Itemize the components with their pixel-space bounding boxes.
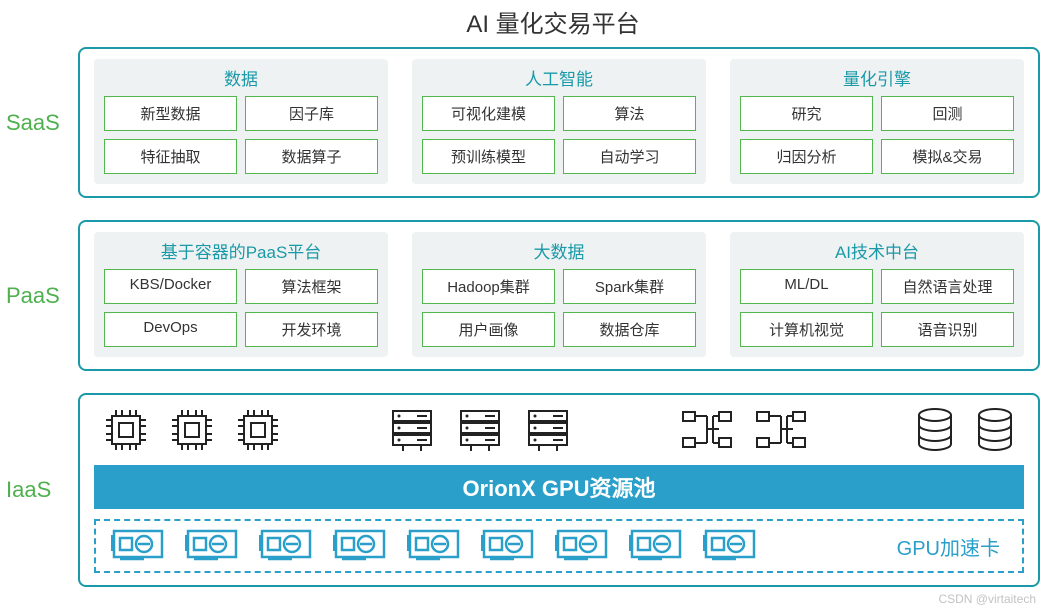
cell: 用户画像 — [422, 312, 555, 347]
gpu-cards — [110, 529, 875, 563]
network-icon — [679, 406, 735, 454]
database-icon — [914, 406, 956, 454]
cpu-icon — [168, 406, 216, 454]
cell: 回测 — [881, 96, 1014, 131]
group-bigdata: 大数据 Hadoop集群 Spark集群 用户画像 数据仓库 — [412, 232, 706, 357]
gpu-card-icon — [184, 529, 240, 563]
server-icon — [523, 405, 573, 455]
layer-saas: SaaS 数据 新型数据 因子库 特征抽取 数据算子 人工智能 可视化建模 算法… — [6, 47, 1040, 198]
cell: Spark集群 — [563, 269, 696, 304]
cell: 语音识别 — [881, 312, 1014, 347]
watermark: CSDN @virtaitech — [938, 592, 1036, 606]
gpu-card-row: GPU加速卡 — [94, 519, 1024, 573]
cell: 模拟&交易 — [881, 139, 1014, 174]
server-icon — [387, 405, 437, 455]
cell: 可视化建模 — [422, 96, 555, 131]
server-icon — [455, 405, 505, 455]
cell: 开发环境 — [245, 312, 378, 347]
server-cluster — [387, 405, 573, 455]
cpu-icon — [234, 406, 282, 454]
cell: 算法 — [563, 96, 696, 131]
layer-box-iaas: OrionX GPU资源池 — [78, 393, 1040, 587]
cell: 计算机视觉 — [740, 312, 873, 347]
group-title: 基于容器的PaaS平台 — [104, 238, 378, 263]
cpu-icon — [102, 406, 150, 454]
group-data: 数据 新型数据 因子库 特征抽取 数据算子 — [94, 59, 388, 184]
cpu-cluster — [102, 406, 282, 454]
cell: 自然语言处理 — [881, 269, 1014, 304]
cell: 数据仓库 — [563, 312, 696, 347]
network-cluster — [679, 406, 809, 454]
gpu-card-icon — [110, 529, 166, 563]
gpu-card-icon — [258, 529, 314, 563]
database-cluster — [914, 406, 1016, 454]
cell: 数据算子 — [245, 139, 378, 174]
cell: 预训练模型 — [422, 139, 555, 174]
cell: ML/DL — [740, 269, 873, 304]
gpu-card-icon — [628, 529, 684, 563]
gpu-card-icon — [332, 529, 388, 563]
cell: 自动学习 — [563, 139, 696, 174]
cell: 特征抽取 — [104, 139, 237, 174]
group-title: 人工智能 — [422, 65, 696, 90]
gpu-label: GPU加速卡 — [889, 532, 1008, 561]
cell: 研究 — [740, 96, 873, 131]
network-icon — [753, 406, 809, 454]
layer-label-iaas: IaaS — [6, 477, 78, 503]
group-ai: 人工智能 可视化建模 算法 预训练模型 自动学习 — [412, 59, 706, 184]
group-aitech: AI技术中台 ML/DL 自然语言处理 计算机视觉 语音识别 — [730, 232, 1024, 357]
layer-label-saas: SaaS — [6, 110, 78, 136]
group-title: 数据 — [104, 65, 378, 90]
layer-iaas: IaaS — [6, 393, 1040, 587]
cell: 新型数据 — [104, 96, 237, 131]
cell: 算法框架 — [245, 269, 378, 304]
page-title: AI 量化交易平台 — [6, 4, 1040, 39]
hardware-icons-row — [94, 405, 1024, 455]
gpu-card-icon — [702, 529, 758, 563]
gpu-card-icon — [554, 529, 610, 563]
cell: KBS/Docker — [104, 269, 237, 304]
group-title: AI技术中台 — [740, 238, 1014, 263]
gpu-card-icon — [406, 529, 462, 563]
layer-box-saas: 数据 新型数据 因子库 特征抽取 数据算子 人工智能 可视化建模 算法 预训练模… — [78, 47, 1040, 198]
cell: DevOps — [104, 312, 237, 347]
group-title: 大数据 — [422, 238, 696, 263]
cell: 因子库 — [245, 96, 378, 131]
layer-label-paas: PaaS — [6, 283, 78, 309]
cell: Hadoop集群 — [422, 269, 555, 304]
layer-box-paas: 基于容器的PaaS平台 KBS/Docker 算法框架 DevOps 开发环境 … — [78, 220, 1040, 371]
cell: 归因分析 — [740, 139, 873, 174]
gpu-card-icon — [480, 529, 536, 563]
group-title: 量化引擎 — [740, 65, 1014, 90]
orionx-bar: OrionX GPU资源池 — [94, 465, 1024, 509]
layer-paas: PaaS 基于容器的PaaS平台 KBS/Docker 算法框架 DevOps … — [6, 220, 1040, 371]
group-quant: 量化引擎 研究 回测 归因分析 模拟&交易 — [730, 59, 1024, 184]
group-container: 基于容器的PaaS平台 KBS/Docker 算法框架 DevOps 开发环境 — [94, 232, 388, 357]
database-icon — [974, 406, 1016, 454]
